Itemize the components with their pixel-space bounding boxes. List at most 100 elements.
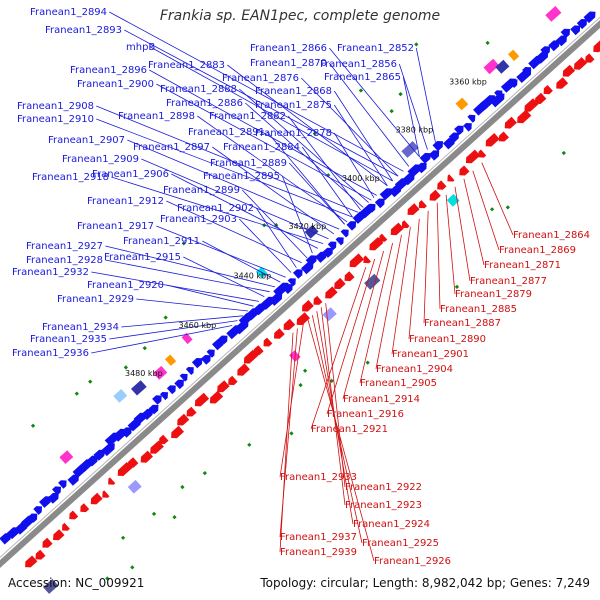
reverse-gene-block [43,578,59,594]
forward-gene-block [131,380,147,396]
forward-leader-line [402,76,420,157]
forward-gene-arrow [389,185,402,198]
reverse-gene-arrow [429,189,441,201]
forward-gene-arrow [327,241,337,251]
reverse-gene-arrow [556,77,569,89]
forward-gene-label: Franean1_2870 [250,58,327,69]
forward-leader-line [91,271,259,302]
forward-gene-label: Franean1_2910 [17,114,94,125]
forward-gene-label: Franean1_2866 [250,43,327,54]
reverse-gene-arrow [447,174,455,182]
forward-gene-label: Franean1_2865 [324,72,401,83]
reverse-gene-block [322,307,337,322]
reverse-gene-label: Franean1_2890 [409,334,486,345]
forward-leader-line [105,259,270,293]
reverse-leader-line [481,162,514,236]
forward-gene-arrow [152,395,162,405]
forward-gene-arrow [218,335,228,345]
reverse-leader-line [463,178,485,266]
reverse-gene-arrow [585,53,595,63]
forward-leader-line [266,131,345,225]
reverse-gene-arrow [237,363,250,376]
forward-leader-line [156,225,286,278]
reverse-rna-mark [121,535,126,540]
forward-gene-label: Franean1_2900 [77,79,154,90]
forward-gene-label: Franean1_2893 [45,25,122,36]
forward-gene-arrow [583,11,596,24]
gene-labels: Franean1_2894 Franean1_2893 mhpB Franean1_2… [12,7,590,567]
forward-leader-line [328,47,420,158]
reverse-gene-arrow [504,116,517,129]
position-tick-label: 3360 kbp [449,78,487,87]
forward-rna-mark [30,423,36,428]
forward-gene-arrow [570,25,581,36]
forward-leader-line [156,83,372,201]
reverse-gene-arrow [102,490,110,498]
forward-gene-label: Franean1_2902 [177,203,254,214]
forward-leader-line [166,284,254,307]
forward-gene-label: Franean1_2936 [12,348,89,359]
reverse-gene-arrow [150,440,164,454]
reverse-gene-arrow [90,492,103,505]
forward-gene-arrow [200,355,211,365]
forward-leader-line [255,207,297,268]
forward-gene-arrow [394,178,408,191]
reverse-rna-mark [180,484,185,490]
reverse-gene-block [127,479,142,494]
reverse-rna-mark [454,284,460,289]
forward-gene-arrow [428,150,440,161]
forward-gene-arrow [212,338,224,351]
reverse-leader-line [472,170,500,251]
backbone-line [0,19,600,569]
forward-gene-arrow [67,474,79,486]
forward-rna-mark [398,92,403,97]
reverse-leader-line [436,202,441,310]
forward-gene-arrow [52,486,61,496]
reverse-gene-label: Franean1_2871 [484,260,561,271]
forward-leader-line [398,63,428,150]
forward-gene-arrow [58,480,67,489]
label-leader-lines [91,11,514,562]
reverse-gene-block [364,273,381,290]
forward-gene-arrow [160,392,168,401]
reverse-leader-line [311,315,363,544]
reverse-gene-arrow [344,271,355,282]
genome-title: Frankia sp. EAN1pec, complete genome [159,8,441,24]
reverse-rna-mark [130,565,135,570]
forward-rna-mark [88,379,93,384]
forward-gene-arrow [287,278,296,287]
forward-gene-label: Franean1_2852 [337,43,414,54]
forward-gene-arrow [301,262,314,275]
position-tick-label: 3480 kbp [125,369,163,378]
reverse-gene-arrow [53,529,65,541]
forward-gene-label: Franean1_2888 [160,84,237,95]
accession-text: Accession: NC_009921 [8,576,145,590]
forward-gene-block [181,332,193,345]
forward-gene-arrow [522,67,531,76]
forward-gene-label: Franean1_2932 [12,267,89,278]
forward-gene-arrow [540,46,551,56]
reverse-gene-label: Franean1_2926 [374,556,451,567]
forward-rna-mark [142,346,147,351]
forward-gene-block [545,6,562,22]
reverse-gene-label: Franean1_2933 [280,472,357,483]
forward-leader-line [197,115,348,223]
forward-leader-line [202,240,281,283]
reverse-leader-line [391,226,411,355]
reverse-gene-arrow [363,255,371,264]
forward-gene-arrow [548,40,560,52]
forward-gene-label: Franean1_2868 [255,86,332,97]
forward-gene-label: Franean1_2897 [133,142,210,153]
reverse-gene-label: Franean1_2925 [362,538,439,549]
reverse-gene-label: Franean1_2923 [345,500,422,511]
reverse-gene-arrow [390,222,404,236]
forward-leader-line [239,218,292,273]
reverse-gene-label: Franean1_2885 [440,304,517,315]
forward-leader-line [124,29,399,177]
forward-gene-block [455,97,469,111]
forward-leader-line [141,158,329,240]
forward-gene-arrow [47,492,59,504]
forward-gene-arrow [121,427,132,438]
